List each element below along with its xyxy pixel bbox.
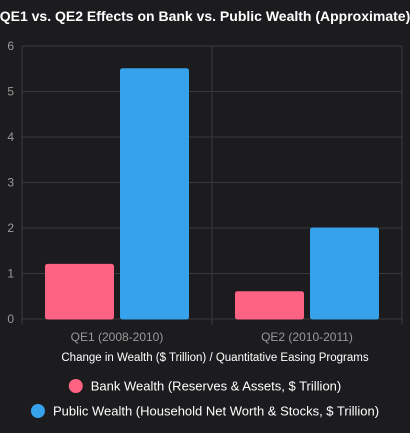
legend-item[interactable]: Public Wealth (Household Net Worth & Sto… <box>30 404 379 419</box>
legend-label: Bank Wealth (Reserves & Assets, $ Trilli… <box>91 379 341 394</box>
chart-title: QE1 vs. QE2 Effects on Bank vs. Public W… <box>0 8 410 24</box>
bar-public-wealth[interactable] <box>120 68 189 320</box>
legend-label: Public Wealth (Household Net Worth & Sto… <box>53 404 379 419</box>
y-tick-label: 0 <box>7 312 14 326</box>
bar-bank-wealth[interactable] <box>235 291 304 320</box>
x-axis-label: Change in Wealth ($ Trillion) / Quantita… <box>61 352 368 364</box>
x-axis-ticks: QE1 (2008-2010) QE2 (2010-2011) <box>71 330 353 344</box>
legend-swatch <box>68 379 83 393</box>
y-tick-label: 4 <box>7 130 14 144</box>
legend[interactable]: Bank Wealth (Reserves & Assets, $ Trilli… <box>30 379 379 419</box>
x-tick-label: QE2 (2010-2011) <box>261 330 353 344</box>
legend-item[interactable]: Bank Wealth (Reserves & Assets, $ Trilli… <box>68 379 341 394</box>
bars <box>45 68 379 320</box>
y-axis-ticks: 0 1 2 3 4 5 6 <box>7 39 14 326</box>
y-tick-label: 6 <box>7 39 14 53</box>
y-tick-label: 3 <box>7 176 14 190</box>
x-tick-label: QE1 (2008-2010) <box>71 330 164 344</box>
y-tick-label: 2 <box>7 221 14 235</box>
y-tick-label: 5 <box>7 85 14 99</box>
bar-bank-wealth[interactable] <box>45 263 114 320</box>
legend-swatch <box>30 404 45 418</box>
bar-public-wealth[interactable] <box>310 227 379 320</box>
y-tick-label: 1 <box>7 267 14 281</box>
